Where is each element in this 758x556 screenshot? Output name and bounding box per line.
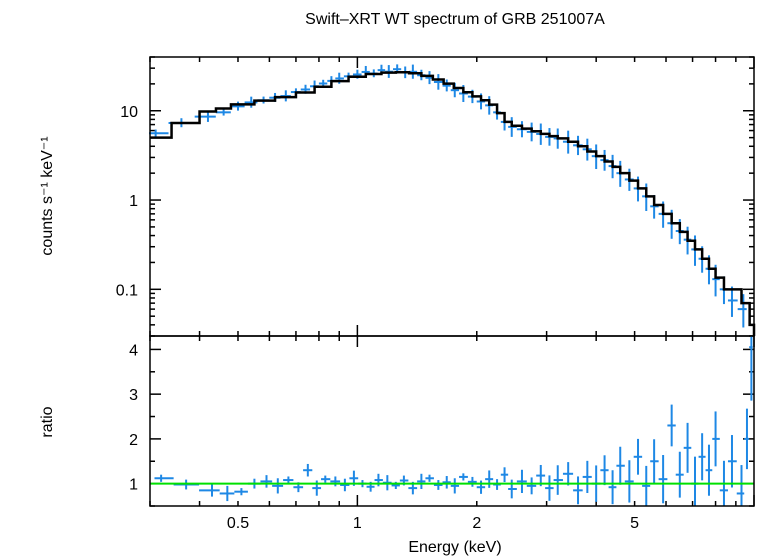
spectrum-frame [149,56,755,337]
spectrum-y-tick-label: 1 [129,193,138,210]
ratio-data-point [219,485,235,502]
ratio-data-point [199,484,220,497]
ratio-data-point [545,475,554,501]
ratio-data-point [450,478,460,494]
ratio-data-point [500,467,509,483]
x-tick-label: 1 [353,515,362,532]
spectrum-ticks: 0.1 1 10 [116,56,755,337]
spectrum-data-point [727,286,738,317]
spectrum-data-point [508,117,517,137]
ratio-data-point [425,474,434,482]
ratio-data-point [417,473,426,489]
x-tick-label: 0.5 [227,515,249,532]
ratio-data-point [526,477,537,495]
chart-title: Swift–XRT WT spectrum of GRB 251007A [305,11,605,28]
spectrum-y-tick-label: 0.1 [116,282,138,299]
ratio-data-point [562,462,574,486]
spectrum-model [150,70,756,336]
ratio-data-point [330,476,341,487]
spectrum-data-point [280,90,291,102]
model-step-line [150,70,756,336]
ratio-data-point [573,476,583,505]
ratio-panel: 0.5 1 2 5 1 2 3 4 [129,335,755,532]
ratio-data-point [691,456,699,506]
ratio-data-point [658,455,668,504]
spectrum-data-point [442,79,451,92]
ratio-data-point [476,480,486,494]
ratio-data-point [667,404,676,447]
ratio-data-point [459,473,468,481]
x-tick-label: 5 [630,515,639,532]
ratio-data-point [303,463,313,477]
ratio-data-point [683,422,692,473]
ratio-data-point [321,475,331,483]
top-ylabel: counts s⁻¹ keV⁻¹ [39,136,56,255]
ratio-data-point [642,465,651,506]
ratio-data-point [727,435,737,488]
spectrum-panel: 0.1 1 10 [116,56,756,337]
ratio-ticks: 0.5 1 2 5 1 2 3 4 [129,336,755,532]
ratio-data-point [234,488,248,496]
ratio-data-point [442,476,451,489]
ratio-data-point [705,444,713,496]
ratio-data-point [582,460,592,493]
bottom-ylabel: ratio [39,406,56,437]
ratio-y-tick-label: 1 [129,477,138,494]
ratio-y-tick-label: 2 [129,432,138,449]
ratio-y-tick-label: 3 [129,387,138,404]
ratio-data-point [624,460,634,503]
spectrum-data-point [215,108,231,116]
ratio-data-point [616,446,625,485]
ratio-data-point [553,465,563,495]
ratio-y-tick-label: 4 [129,342,138,359]
ratio-data-point [633,438,643,475]
ratio-data-point [283,476,294,484]
spectrum-y-tick-label: 10 [120,104,138,121]
ratio-data-point [712,411,720,467]
xlabel: Energy (keV) [408,539,501,556]
ratio-data-point [433,480,443,490]
ratio-data-point [744,408,750,470]
ratio-data-point [608,470,617,505]
x-tick-label: 2 [472,515,481,532]
ratio-data-point [508,479,517,499]
ratio-data-point [272,478,284,494]
ratio-data-point [154,474,174,482]
ratio-data-point [650,439,659,484]
ratio-data-point [467,476,477,487]
spectrum-data-point [149,129,169,137]
ratio-data-point [698,433,706,481]
ratio-frame [149,335,755,507]
ratio-data-point [736,465,745,506]
spectrum-data-point [409,64,418,79]
spectrum-data-point [737,294,747,328]
spectrum-data-point [230,101,245,111]
ratio-data-point [485,470,494,488]
ratio-data-point [749,336,753,401]
ratio-data-point [600,455,609,486]
ratio-data-point [260,475,273,488]
ratio-data-point [516,469,527,494]
ratio-data [154,336,753,506]
ratio-data-point [675,451,684,498]
spectrum-data-point [433,74,443,90]
ratio-data-point [340,478,350,492]
